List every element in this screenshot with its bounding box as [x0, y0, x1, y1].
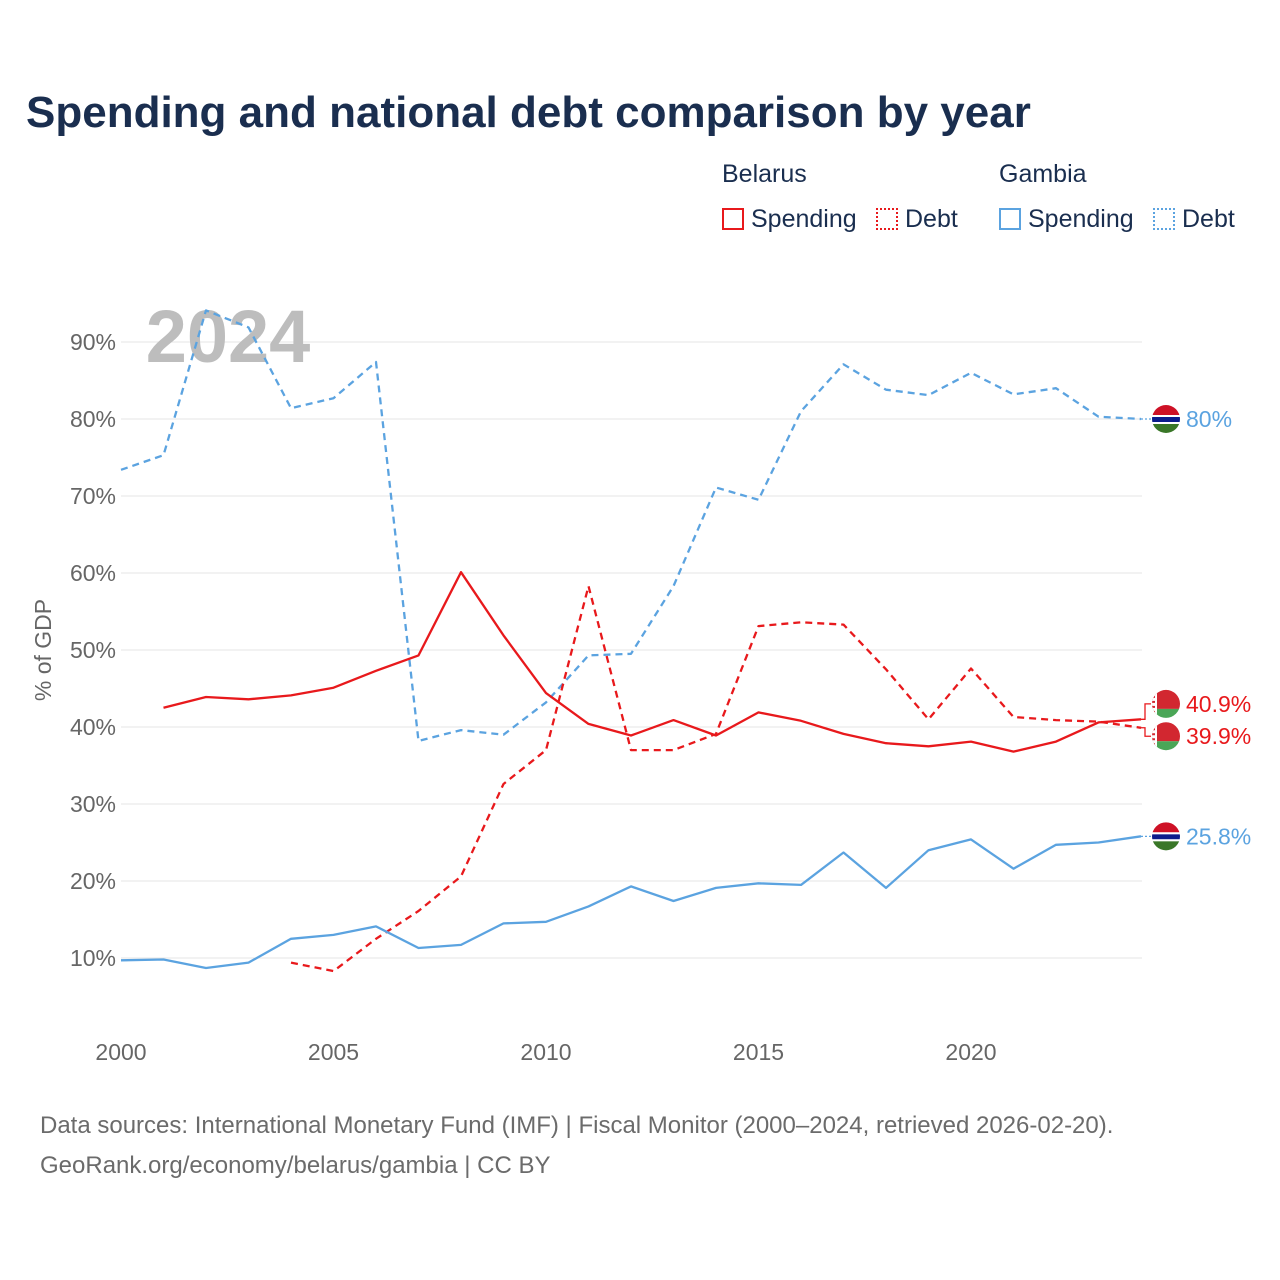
- legend-item-gambia-debt[interactable]: Debt: [1153, 204, 1235, 234]
- x-tick-label: 2020: [945, 1039, 996, 1065]
- data-sources: Data sources: International Monetary Fun…: [40, 1106, 1113, 1186]
- legend-label: Debt: [905, 204, 958, 233]
- x-tick-label: 2005: [308, 1039, 359, 1065]
- y-tick-label: 90%: [70, 329, 116, 355]
- series-line[interactable]: [163, 571, 1142, 753]
- belarus-flag-icon: [1152, 722, 1180, 751]
- legend-country-gambia: Gambia: [999, 160, 1087, 188]
- end-value-label: 80%: [1186, 406, 1232, 432]
- y-tick-label: 20%: [70, 868, 116, 894]
- y-tick-label: 40%: [70, 714, 116, 740]
- series-line[interactable]: [120, 309, 1142, 743]
- legend-label: Spending: [751, 204, 857, 233]
- end-value-label: 39.9%: [1186, 723, 1251, 749]
- legend-country-belarus: Belarus: [722, 160, 807, 188]
- gambia-flag-icon: [1152, 405, 1180, 433]
- belarus-flag-icon: [1152, 689, 1180, 718]
- legend-label: Debt: [1182, 204, 1235, 233]
- x-tick-label: 2015: [733, 1039, 784, 1065]
- y-tick-label: 10%: [70, 945, 116, 971]
- legend-label: Spending: [1028, 204, 1134, 233]
- y-axis-label: % of GDP: [30, 599, 56, 701]
- legend-swatch-solid-icon: [722, 208, 744, 230]
- legend-swatch-dotted-icon: [1153, 208, 1175, 230]
- series-line[interactable]: [120, 835, 1142, 970]
- legend-swatch-solid-icon: [999, 208, 1021, 230]
- legend-item-belarus-debt[interactable]: Debt: [876, 204, 958, 234]
- legend-item-gambia-spending[interactable]: Spending: [999, 204, 1134, 234]
- sources-link[interactable]: GeoRank.org/economy/belarus/gambia | CC …: [40, 1152, 551, 1179]
- gambia-flag-icon: [1152, 822, 1180, 851]
- sources-line-1: Data sources: International Monetary Fun…: [40, 1112, 1114, 1139]
- end-value-label: 40.9%: [1186, 691, 1251, 717]
- legend-item-belarus-spending[interactable]: Spending: [722, 204, 857, 234]
- end-label-connector: [1141, 703, 1151, 720]
- series-line[interactable]: [290, 584, 1142, 973]
- x-tick-label: 2000: [95, 1039, 146, 1065]
- y-tick-label: 30%: [70, 791, 116, 817]
- y-tick-label: 60%: [70, 560, 116, 586]
- end-label-connector: [1141, 727, 1151, 737]
- chart-title: Spending and national debt comparison by…: [26, 88, 1031, 137]
- end-value-label: 25.8%: [1186, 823, 1251, 849]
- x-tick-label: 2010: [520, 1039, 571, 1065]
- legend-swatch-dotted-icon: [876, 208, 898, 230]
- y-tick-label: 50%: [70, 637, 116, 663]
- y-tick-label: 70%: [70, 483, 116, 509]
- year-watermark: 2024: [146, 295, 311, 378]
- y-tick-label: 80%: [70, 406, 116, 432]
